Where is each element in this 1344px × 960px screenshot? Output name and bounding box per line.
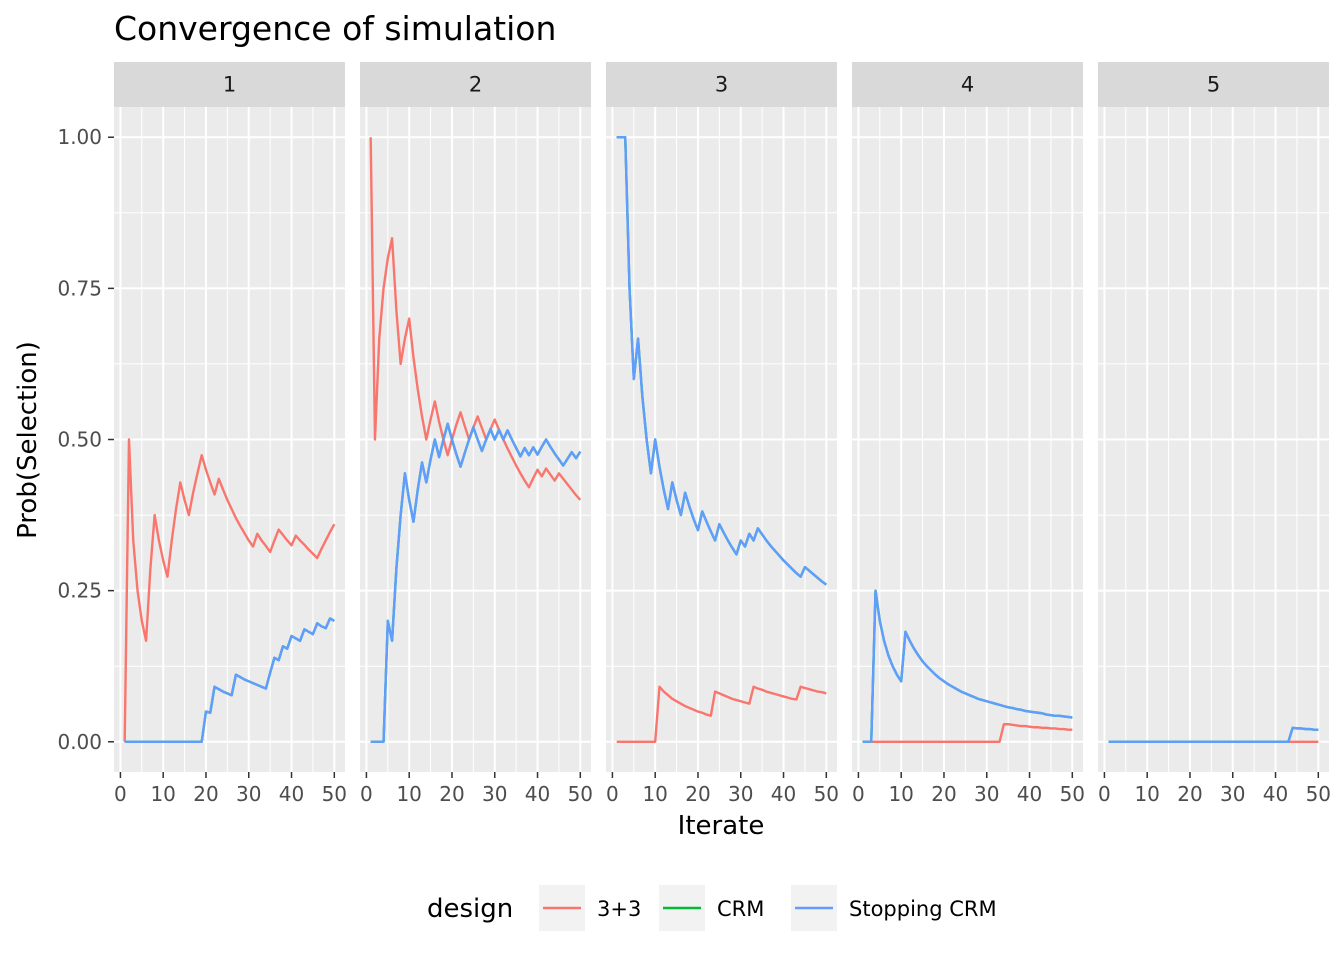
- x-tick-label: 30: [482, 782, 507, 806]
- x-axis-title: Iterate: [678, 811, 765, 841]
- x-tick-label: 0: [606, 782, 619, 806]
- x-tick-label: 50: [1306, 782, 1331, 806]
- x-tick-label: 40: [771, 782, 796, 806]
- y-tick-label: 1.00: [57, 125, 102, 149]
- x-tick-label: 0: [852, 782, 865, 806]
- series-line-3-3: [123, 438, 336, 742]
- legend-item-crm: CRM: [659, 885, 764, 931]
- x-tick-label: 10: [1134, 782, 1159, 806]
- x-tick-label: 0: [360, 782, 373, 806]
- facet-strip-label: 3: [715, 73, 728, 97]
- x-tick-label: 10: [150, 782, 175, 806]
- facet-strip-label: 2: [469, 73, 482, 97]
- legend-item-stopping-crm: Stopping CRM: [791, 885, 997, 931]
- facet-strip: [360, 62, 591, 107]
- x-tick-label: 30: [236, 782, 261, 806]
- x-tick-label: 20: [1177, 782, 1202, 806]
- chart-title: Convergence of simulation: [114, 9, 556, 48]
- series-line-3-3: [369, 137, 582, 501]
- y-tick-label: 0.75: [57, 276, 102, 300]
- x-tick-label: 50: [1060, 782, 1085, 806]
- y-axis: 0.00 0.25 0.50 0.75 1.00: [57, 125, 114, 754]
- y-tick-label: 0.50: [57, 428, 102, 452]
- legend-title: design: [427, 894, 513, 924]
- x-tick-label: 50: [814, 782, 839, 806]
- legend-item-3-3: 3+3: [539, 885, 641, 931]
- x-tick-label: 50: [568, 782, 593, 806]
- legend-label: 3+3: [597, 897, 641, 921]
- x-tick-label: 30: [728, 782, 753, 806]
- x-tick-label: 0: [114, 782, 127, 806]
- series-line-3-3: [616, 685, 827, 743]
- series-line-stopping-crm: [1108, 726, 1319, 743]
- facet-panel-2: 20 10 20 30 40 50: [360, 62, 593, 806]
- facet-strip-label: 5: [1207, 73, 1220, 97]
- facet-strip-label: 1: [223, 73, 236, 97]
- facet-strip: [114, 62, 345, 107]
- x-tick-label: 40: [279, 782, 304, 806]
- x-tick-label: 50: [322, 782, 347, 806]
- x-tick-label: 40: [1263, 782, 1288, 806]
- facet-panel-3: 30 10 20 30 40 50: [606, 62, 839, 806]
- x-tick-label: 20: [685, 782, 710, 806]
- y-tick-label: 0.25: [57, 579, 102, 603]
- x-tick-label: 10: [642, 782, 667, 806]
- x-tick-label: 40: [1017, 782, 1042, 806]
- legend: design 3+3 CRM Stopping CRM: [427, 885, 997, 931]
- x-tick-label: 10: [396, 782, 421, 806]
- facet-panel-4: 40 10 20 30 40 50: [852, 62, 1085, 806]
- facet-strip: [852, 62, 1083, 107]
- x-tick-label: 30: [974, 782, 999, 806]
- series-line-3-3: [862, 723, 1073, 743]
- x-tick-label: 40: [525, 782, 550, 806]
- x-tick-label: 10: [888, 782, 913, 806]
- y-axis-title: Prob(Selection): [13, 341, 43, 539]
- series-line-stopping-crm: [862, 589, 1073, 743]
- legend-label: Stopping CRM: [849, 897, 997, 921]
- x-tick-label: 20: [931, 782, 956, 806]
- series-line-stopping-crm: [370, 422, 582, 743]
- x-tick-label: 20: [439, 782, 464, 806]
- facet-panel-1: 10 10 20 30 40 50: [114, 62, 347, 806]
- facet-strip-label: 4: [961, 73, 974, 97]
- x-tick-label: 30: [1220, 782, 1245, 806]
- facet-strip: [1098, 62, 1329, 107]
- series-line-stopping-crm: [124, 617, 335, 743]
- y-tick-label: 0.00: [57, 730, 102, 754]
- facet-panel-5: 50 10 20 30 40 50: [1098, 62, 1331, 806]
- x-tick-label: 20: [193, 782, 218, 806]
- legend-label: CRM: [717, 897, 764, 921]
- series-line-stopping-crm: [616, 136, 828, 586]
- x-tick-label: 0: [1098, 782, 1111, 806]
- facet-strip: [606, 62, 837, 107]
